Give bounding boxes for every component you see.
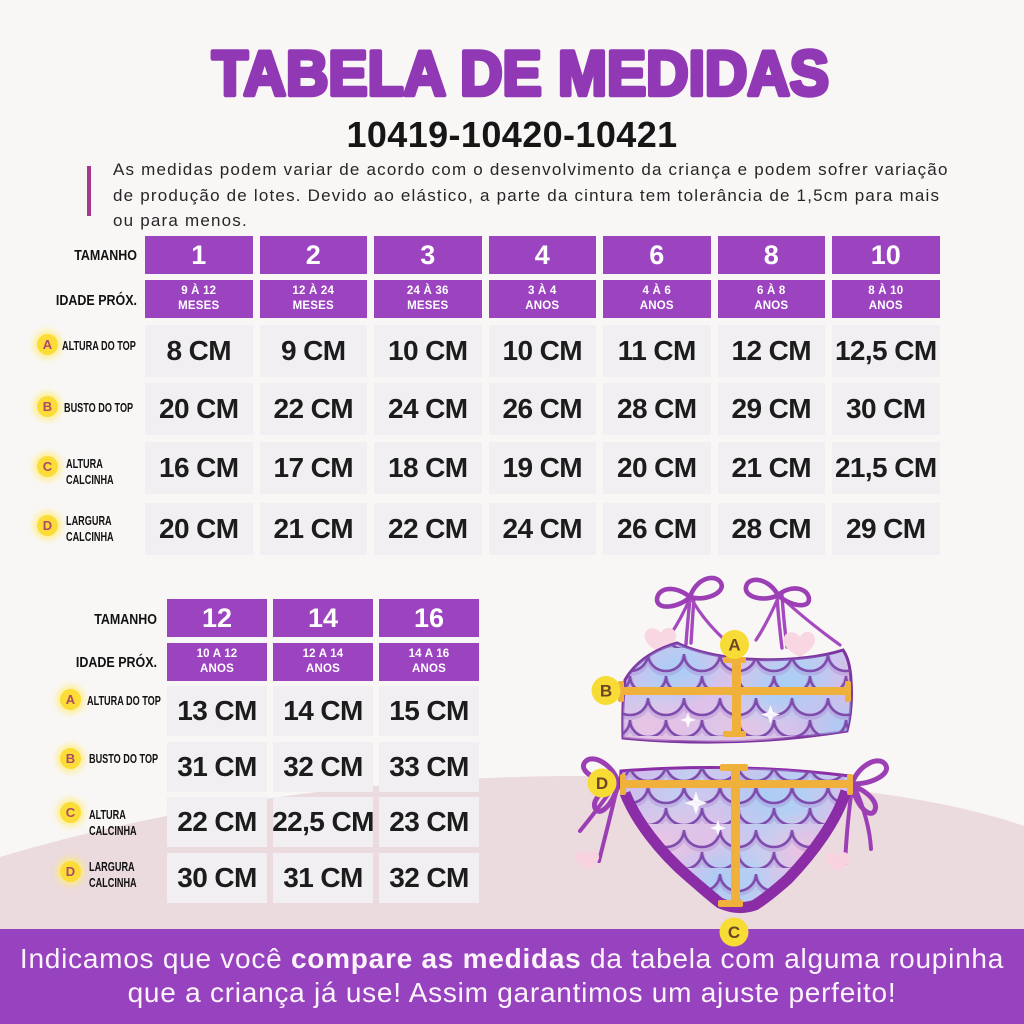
svg-text:B: B: [600, 682, 612, 701]
svg-text:D: D: [596, 774, 608, 793]
svg-text:A: A: [728, 636, 740, 655]
svg-text:C: C: [728, 923, 740, 942]
svg-text:TABELA DE MEDIDAS: TABELA DE MEDIDAS: [212, 39, 829, 109]
